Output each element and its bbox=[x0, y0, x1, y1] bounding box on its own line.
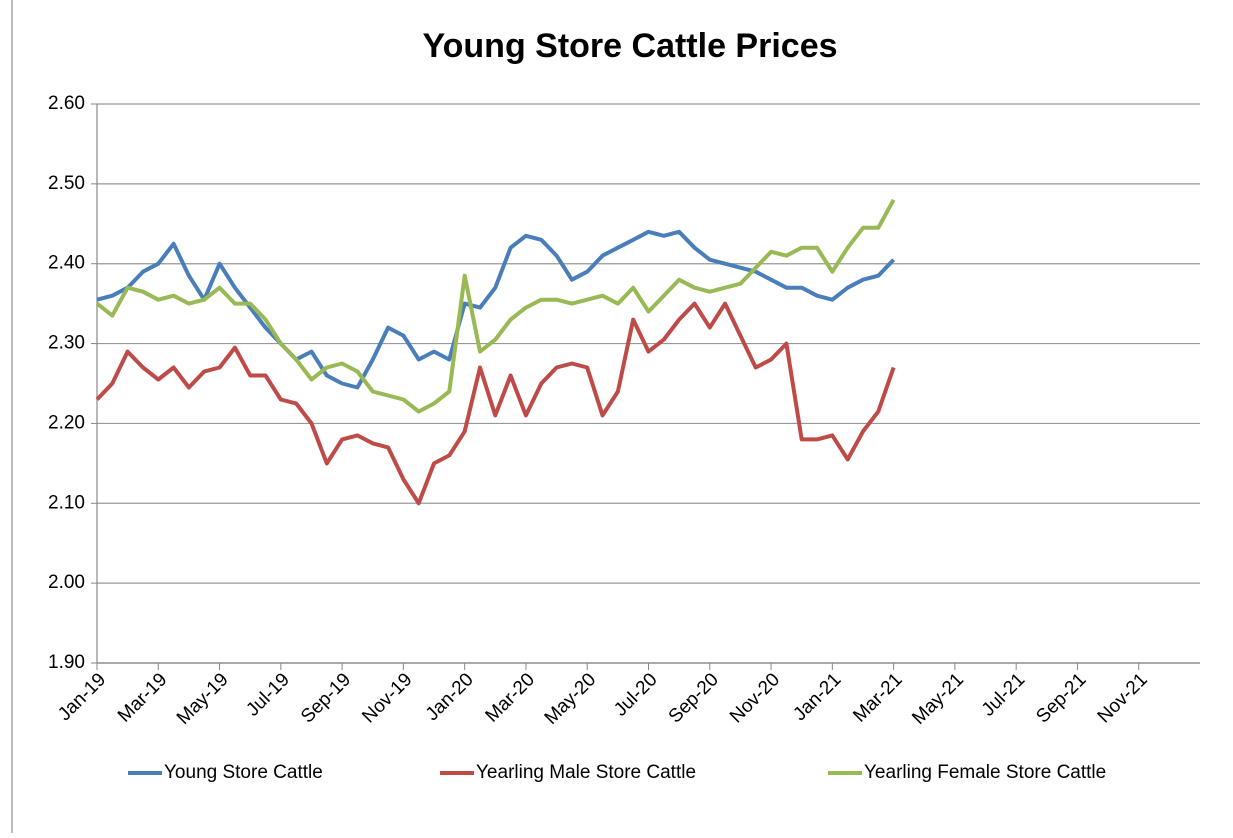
x-tick-label: May-20 bbox=[541, 669, 601, 729]
x-tick-label: Mar-20 bbox=[482, 669, 539, 726]
y-tick-label: 2.30 bbox=[48, 333, 85, 354]
x-tick-label: May-21 bbox=[908, 669, 968, 729]
x-tick-label: Nov-19 bbox=[358, 669, 416, 727]
y-tick-label: 1.90 bbox=[48, 652, 85, 673]
x-tick-label: Mar-21 bbox=[849, 669, 906, 726]
x-tick-label: Jan-21 bbox=[789, 669, 845, 725]
series-line bbox=[96, 229, 896, 390]
x-tick-label: Jan-19 bbox=[54, 669, 110, 725]
y-tick-label: 2.20 bbox=[48, 412, 85, 433]
x-tick-label: May-19 bbox=[173, 669, 233, 729]
y-tick-label: 2.10 bbox=[48, 492, 85, 513]
x-tick-label: Sep-19 bbox=[297, 669, 355, 727]
x-tick-label: Nov-21 bbox=[1094, 669, 1152, 727]
y-tick-label: 2.00 bbox=[48, 572, 85, 593]
x-tick-label: Jul-21 bbox=[978, 669, 1029, 720]
y-tick-label: 2.60 bbox=[48, 93, 85, 114]
x-tick-label: Jul-19 bbox=[242, 669, 293, 720]
y-tick-label: 2.50 bbox=[48, 173, 85, 194]
series-line bbox=[95, 198, 896, 414]
legend-label: Yearling Male Store Cattle bbox=[476, 762, 696, 783]
x-tick-label: Sep-20 bbox=[665, 669, 723, 727]
x-tick-label: Mar-19 bbox=[114, 669, 171, 726]
x-tick-label: Nov-20 bbox=[726, 669, 784, 727]
legend-label: Young Store Cattle bbox=[164, 762, 323, 783]
x-tick-label: Sep-21 bbox=[1032, 669, 1090, 727]
x-tick-label: Jul-20 bbox=[610, 669, 661, 720]
legend-label: Yearling Female Store Cattle bbox=[864, 762, 1106, 783]
x-tick-label: Jan-20 bbox=[422, 669, 478, 725]
series-line bbox=[95, 301, 896, 506]
chart-title: Young Store Cattle Prices bbox=[422, 27, 837, 65]
y-tick-label: 2.40 bbox=[48, 253, 85, 274]
